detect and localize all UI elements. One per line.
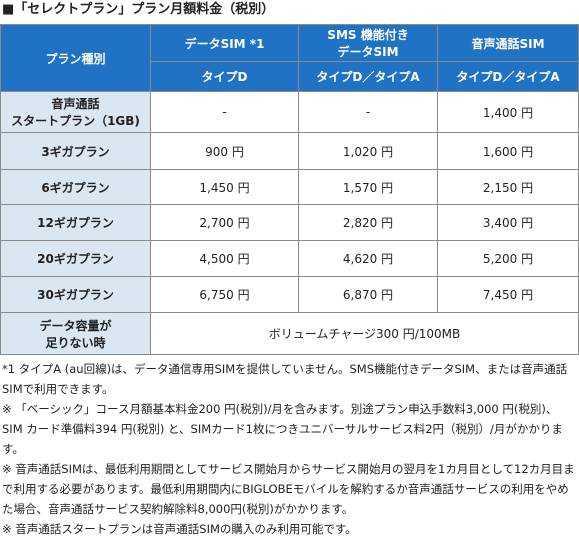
note: *1 タイプA (au回線)は、データ通信専用SIMを提供していません。SMS機… (2, 362, 568, 396)
row-label: 3ギガプラン (0, 132, 151, 170)
notes: *1 タイプA (au回線)は、データ通信専用SIMを提供していません。SMS機… (0, 355, 579, 539)
row: 30ギガプラン 6,750 円 6,870 円 7,450 円 (0, 276, 579, 313)
price-table: プラン種別 データSIM *1 SMS 機能付き データSIM 音声通話SIM … (0, 24, 579, 355)
row-label: 12ギガプラン (0, 204, 151, 241)
row: 12ギガプラン 2,700 円 2,820 円 3,400 円 (0, 204, 579, 241)
row-label: 音声通話 スタートプラン（1GB) (0, 91, 151, 133)
row-label: データ容量が 足りない時 (0, 312, 151, 355)
type-header: タイプD／タイプA (437, 61, 579, 92)
cell: 1,020 円 (298, 132, 438, 170)
column-header: データSIM *1 (150, 24, 299, 62)
row-label: 30ギガプラン (0, 276, 151, 313)
cell: 5,200 円 (437, 240, 579, 277)
cell: 2,150 円 (437, 169, 579, 205)
cell: 1,600 円 (437, 132, 579, 170)
column-header: 音声通話SIM (437, 24, 579, 62)
cell: 4,500 円 (150, 240, 299, 277)
cell: 3,400 円 (437, 204, 579, 241)
cell: - (298, 91, 438, 133)
cell: 4,620 円 (298, 240, 438, 277)
cell: 2,820 円 (298, 204, 438, 241)
row-label: 20ギガプラン (0, 240, 151, 277)
cell: 2,700 円 (150, 204, 299, 241)
cell: 1,570 円 (298, 169, 438, 205)
cell: 6,870 円 (298, 276, 438, 313)
cell: ボリュームチャージ300 円/100MB (150, 312, 579, 355)
cell: 6,750 円 (150, 276, 299, 313)
cell: 1,450 円 (150, 169, 299, 205)
row: 音声通話 スタートプラン（1GB) - -1,400 円 (0, 91, 579, 133)
column-header: SMS 機能付き データSIM (298, 24, 438, 62)
cell: 1,400 円 (437, 91, 579, 133)
cell: 900 円 (150, 132, 299, 170)
type-header: タイプD／タイプA (298, 61, 438, 92)
type-header: タイプD (150, 61, 299, 92)
note: ※ 「ベーシック」コース月額基本料金200 円(税別)/月を含みます。別途プラン… (2, 402, 563, 456)
row: 6ギガプラン 1,450 円 1,570 円 2,150 円 (0, 169, 579, 205)
corner-header: プラン種別 (0, 24, 151, 92)
row: 20ギガプラン 4,500 円 4,620 円 5,200 円 (0, 240, 579, 277)
row: 3ギガプラン 900 円 1,020 円 1,600 円 (0, 132, 579, 170)
row-label: 6ギガプラン (0, 169, 151, 205)
note: ※ 音声通話スタートプランは音声通話SIMの購入のみ利用可能です。 (2, 522, 357, 536)
title: ■「セレクトプラン」プラン月額料金（税別） (2, 2, 275, 17)
cell: 7,450 円 (437, 276, 579, 313)
cell: - (150, 91, 299, 133)
note: ※ 音声通話SIMは、最低利用期間としてサービス開始月からサービス開始月の翌月を… (2, 462, 575, 516)
